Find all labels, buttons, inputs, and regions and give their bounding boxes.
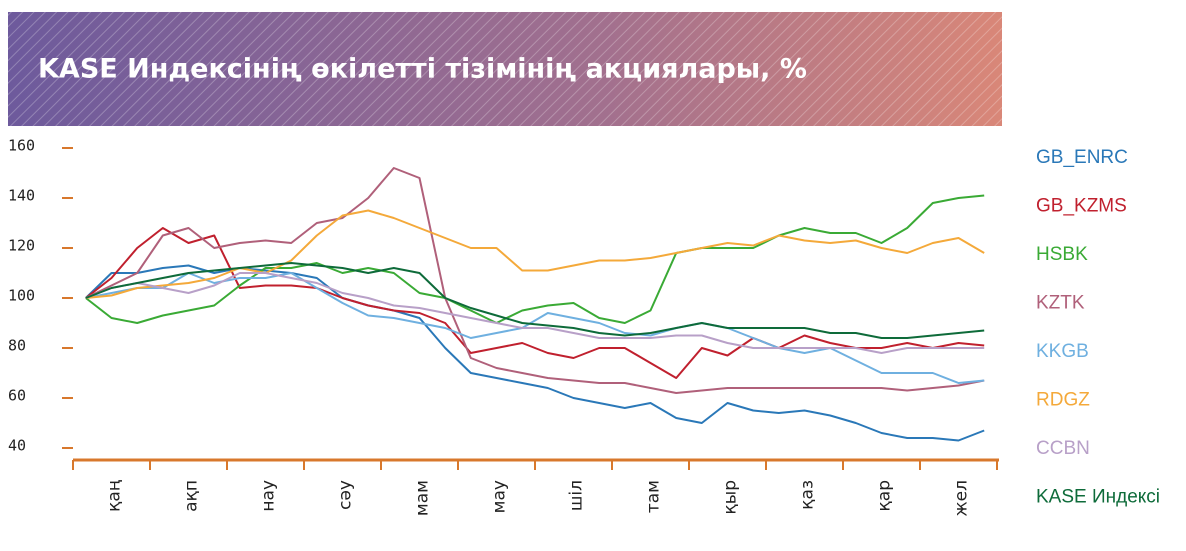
x-tick-label: жел: [952, 480, 972, 517]
x-tick-label: мам: [413, 480, 433, 516]
series-line: [85, 227, 985, 379]
legend-entry: GB_KZMS: [1036, 196, 1127, 217]
series-line: [85, 272, 985, 354]
x-tick-label: қаз: [798, 480, 818, 510]
y-tick-label: 40: [8, 437, 26, 455]
legend-entry: CCBN: [1036, 438, 1090, 459]
x-tick-label: қыр: [721, 480, 741, 514]
y-tick-label: 100: [8, 287, 35, 305]
y-tick-label: 60: [8, 387, 26, 405]
y-tick-label: 140: [8, 187, 35, 205]
legend-entry: RDGZ: [1036, 390, 1090, 411]
x-tick-label: сәу: [336, 480, 356, 510]
x-tick-label: ақп: [182, 480, 202, 512]
series-line: [85, 264, 985, 442]
legend-entry: KASE Индексі: [1036, 487, 1160, 508]
chart-title: KASE Индексінің өкілетті тізімінің акция…: [38, 54, 807, 85]
y-tick-label: 120: [8, 237, 35, 255]
x-tick-label: нау: [259, 480, 279, 512]
x-tick-label: қаң: [105, 479, 125, 512]
series-line: [85, 272, 985, 384]
series-line: [85, 209, 985, 299]
title-hatch: [8, 12, 1002, 126]
x-tick-label: шіл: [567, 480, 587, 511]
x-tick-label: қар: [875, 480, 895, 511]
series-line: [85, 262, 985, 339]
x-tick-label: мау: [490, 480, 510, 513]
legend-entry: KKGB: [1036, 341, 1089, 362]
x-tick-label: там: [644, 480, 664, 513]
y-tick-label: 160: [8, 137, 35, 155]
series-line: [85, 194, 985, 324]
y-tick-label: 80: [8, 337, 26, 355]
legend-entry: KZTK: [1036, 293, 1085, 314]
series-line: [85, 167, 985, 394]
legend-entry: HSBK: [1036, 244, 1088, 265]
legend-entry: GB_ENRC: [1036, 147, 1128, 168]
